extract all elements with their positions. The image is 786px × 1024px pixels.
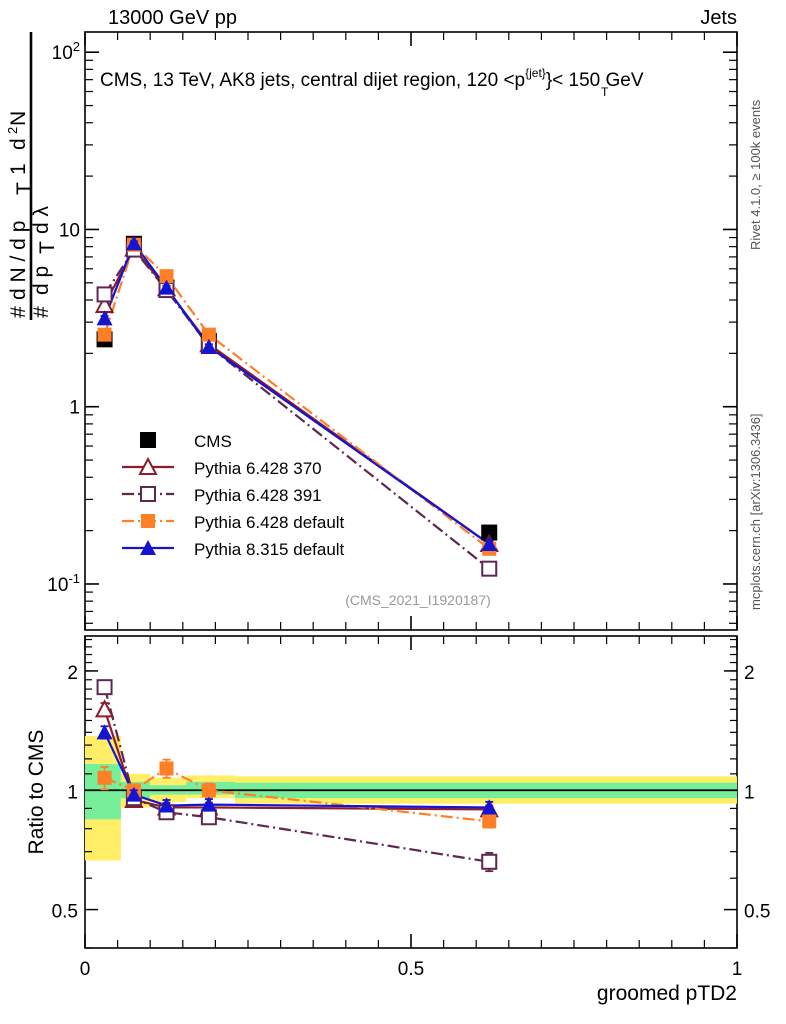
plot-caption: CMS, 13 TeV, AK8 jets, central dijet reg… bbox=[100, 66, 644, 91]
svg-text:10-1: 10-1 bbox=[47, 571, 80, 596]
ylabel-num-top-sup: 2 bbox=[5, 127, 20, 134]
ylabel-den: # bbox=[7, 306, 30, 318]
svg-text:0.5: 0.5 bbox=[52, 902, 78, 923]
ylabel-num2: d p bbox=[30, 266, 53, 295]
main-ylabel: # d N / d p T 1 # d p T d λ d 2 N bbox=[5, 32, 59, 320]
main-axis-ticks bbox=[84, 32, 738, 630]
ratio-ytick-labels-right: 210.5 bbox=[744, 663, 770, 923]
svg-text:102: 102 bbox=[52, 39, 80, 64]
main-series-group bbox=[94, 235, 499, 577]
legend-label: Pythia 6.428 391 bbox=[194, 486, 322, 505]
main-frame bbox=[84, 31, 738, 631]
ylabel-num2-sub: T bbox=[36, 241, 59, 254]
series-pythia-8-315-default bbox=[96, 235, 498, 552]
ratio-axis-label: Ratio to CMS bbox=[25, 730, 48, 855]
ylabel-num3: d λ bbox=[30, 205, 53, 234]
svg-text:0.5: 0.5 bbox=[398, 959, 424, 980]
dataset-watermark: (CMS_2021_I1920187) bbox=[345, 592, 491, 608]
svg-text:1: 1 bbox=[744, 782, 755, 803]
xtick-labels: 0 0.5 1 bbox=[80, 959, 743, 980]
header-left: 13000 GeV pp bbox=[108, 7, 237, 29]
ratio-uncertainty-bands bbox=[85, 736, 737, 861]
ratio-axis-ticks bbox=[84, 636, 738, 949]
legend-label: Pythia 8.315 default bbox=[194, 540, 345, 559]
legend-item-0[interactable]: CMS bbox=[140, 432, 232, 451]
svg-text:1: 1 bbox=[69, 398, 80, 419]
ratio-ytick-labels: 210.5 bbox=[52, 663, 78, 923]
ylabel-den3: 1 bbox=[7, 163, 30, 175]
ylabel-num-top-n: N bbox=[7, 111, 30, 126]
ylabel-num-top: d bbox=[7, 138, 30, 150]
plot-caption-sub: T bbox=[601, 85, 609, 99]
ratio-series-group bbox=[94, 679, 499, 873]
legend-item-3[interactable]: Pythia 6.428 default bbox=[122, 513, 345, 532]
legend-item-2[interactable]: Pythia 6.428 391 bbox=[122, 486, 322, 505]
svg-text:2: 2 bbox=[67, 663, 78, 684]
ylabel-num1: # bbox=[30, 306, 53, 318]
svg-text:2: 2 bbox=[744, 663, 755, 684]
svg-text:1: 1 bbox=[67, 782, 78, 803]
ratio-series-pythia-6-428-391 bbox=[96, 679, 498, 873]
legend-label: CMS bbox=[194, 432, 232, 451]
legend[interactable]: CMS Pythia 6.428 370 Pythia 6.428 391 Pythi… bbox=[122, 432, 345, 559]
main-panel: 102 10 1 10-1 CMS, 13 TeV, AK8 jets, centra… bbox=[47, 31, 738, 631]
side-label-rivet: Rivet 4.1.0, ≥ 100k events bbox=[748, 99, 763, 250]
ratio-series-pythia-8-315-default bbox=[96, 724, 498, 815]
x-axis-label: groomed pTD2 bbox=[597, 982, 737, 1005]
svg-text:0: 0 bbox=[80, 959, 91, 980]
ylabel-den2-sub: T bbox=[13, 182, 36, 195]
legend-label: Pythia 6.428 370 bbox=[194, 459, 322, 478]
svg-text:1: 1 bbox=[732, 959, 743, 980]
ratio-panel: 210.5 210.5 Ratio to CMS 0 0.5 1 groomed p… bbox=[25, 635, 770, 1005]
ylabel-den2: d N / d p bbox=[7, 221, 30, 300]
legend-item-1[interactable]: Pythia 6.428 370 bbox=[122, 456, 322, 478]
legend-item-4[interactable]: Pythia 8.315 default bbox=[122, 540, 345, 559]
header-right: Jets bbox=[700, 7, 737, 29]
svg-text:0.5: 0.5 bbox=[744, 902, 770, 923]
svg-text:10: 10 bbox=[59, 220, 80, 241]
side-label-mcplots: mcplots.cern.ch [arXiv:1306.3436] bbox=[748, 413, 763, 610]
legend-label: Pythia 6.428 default bbox=[194, 513, 345, 532]
